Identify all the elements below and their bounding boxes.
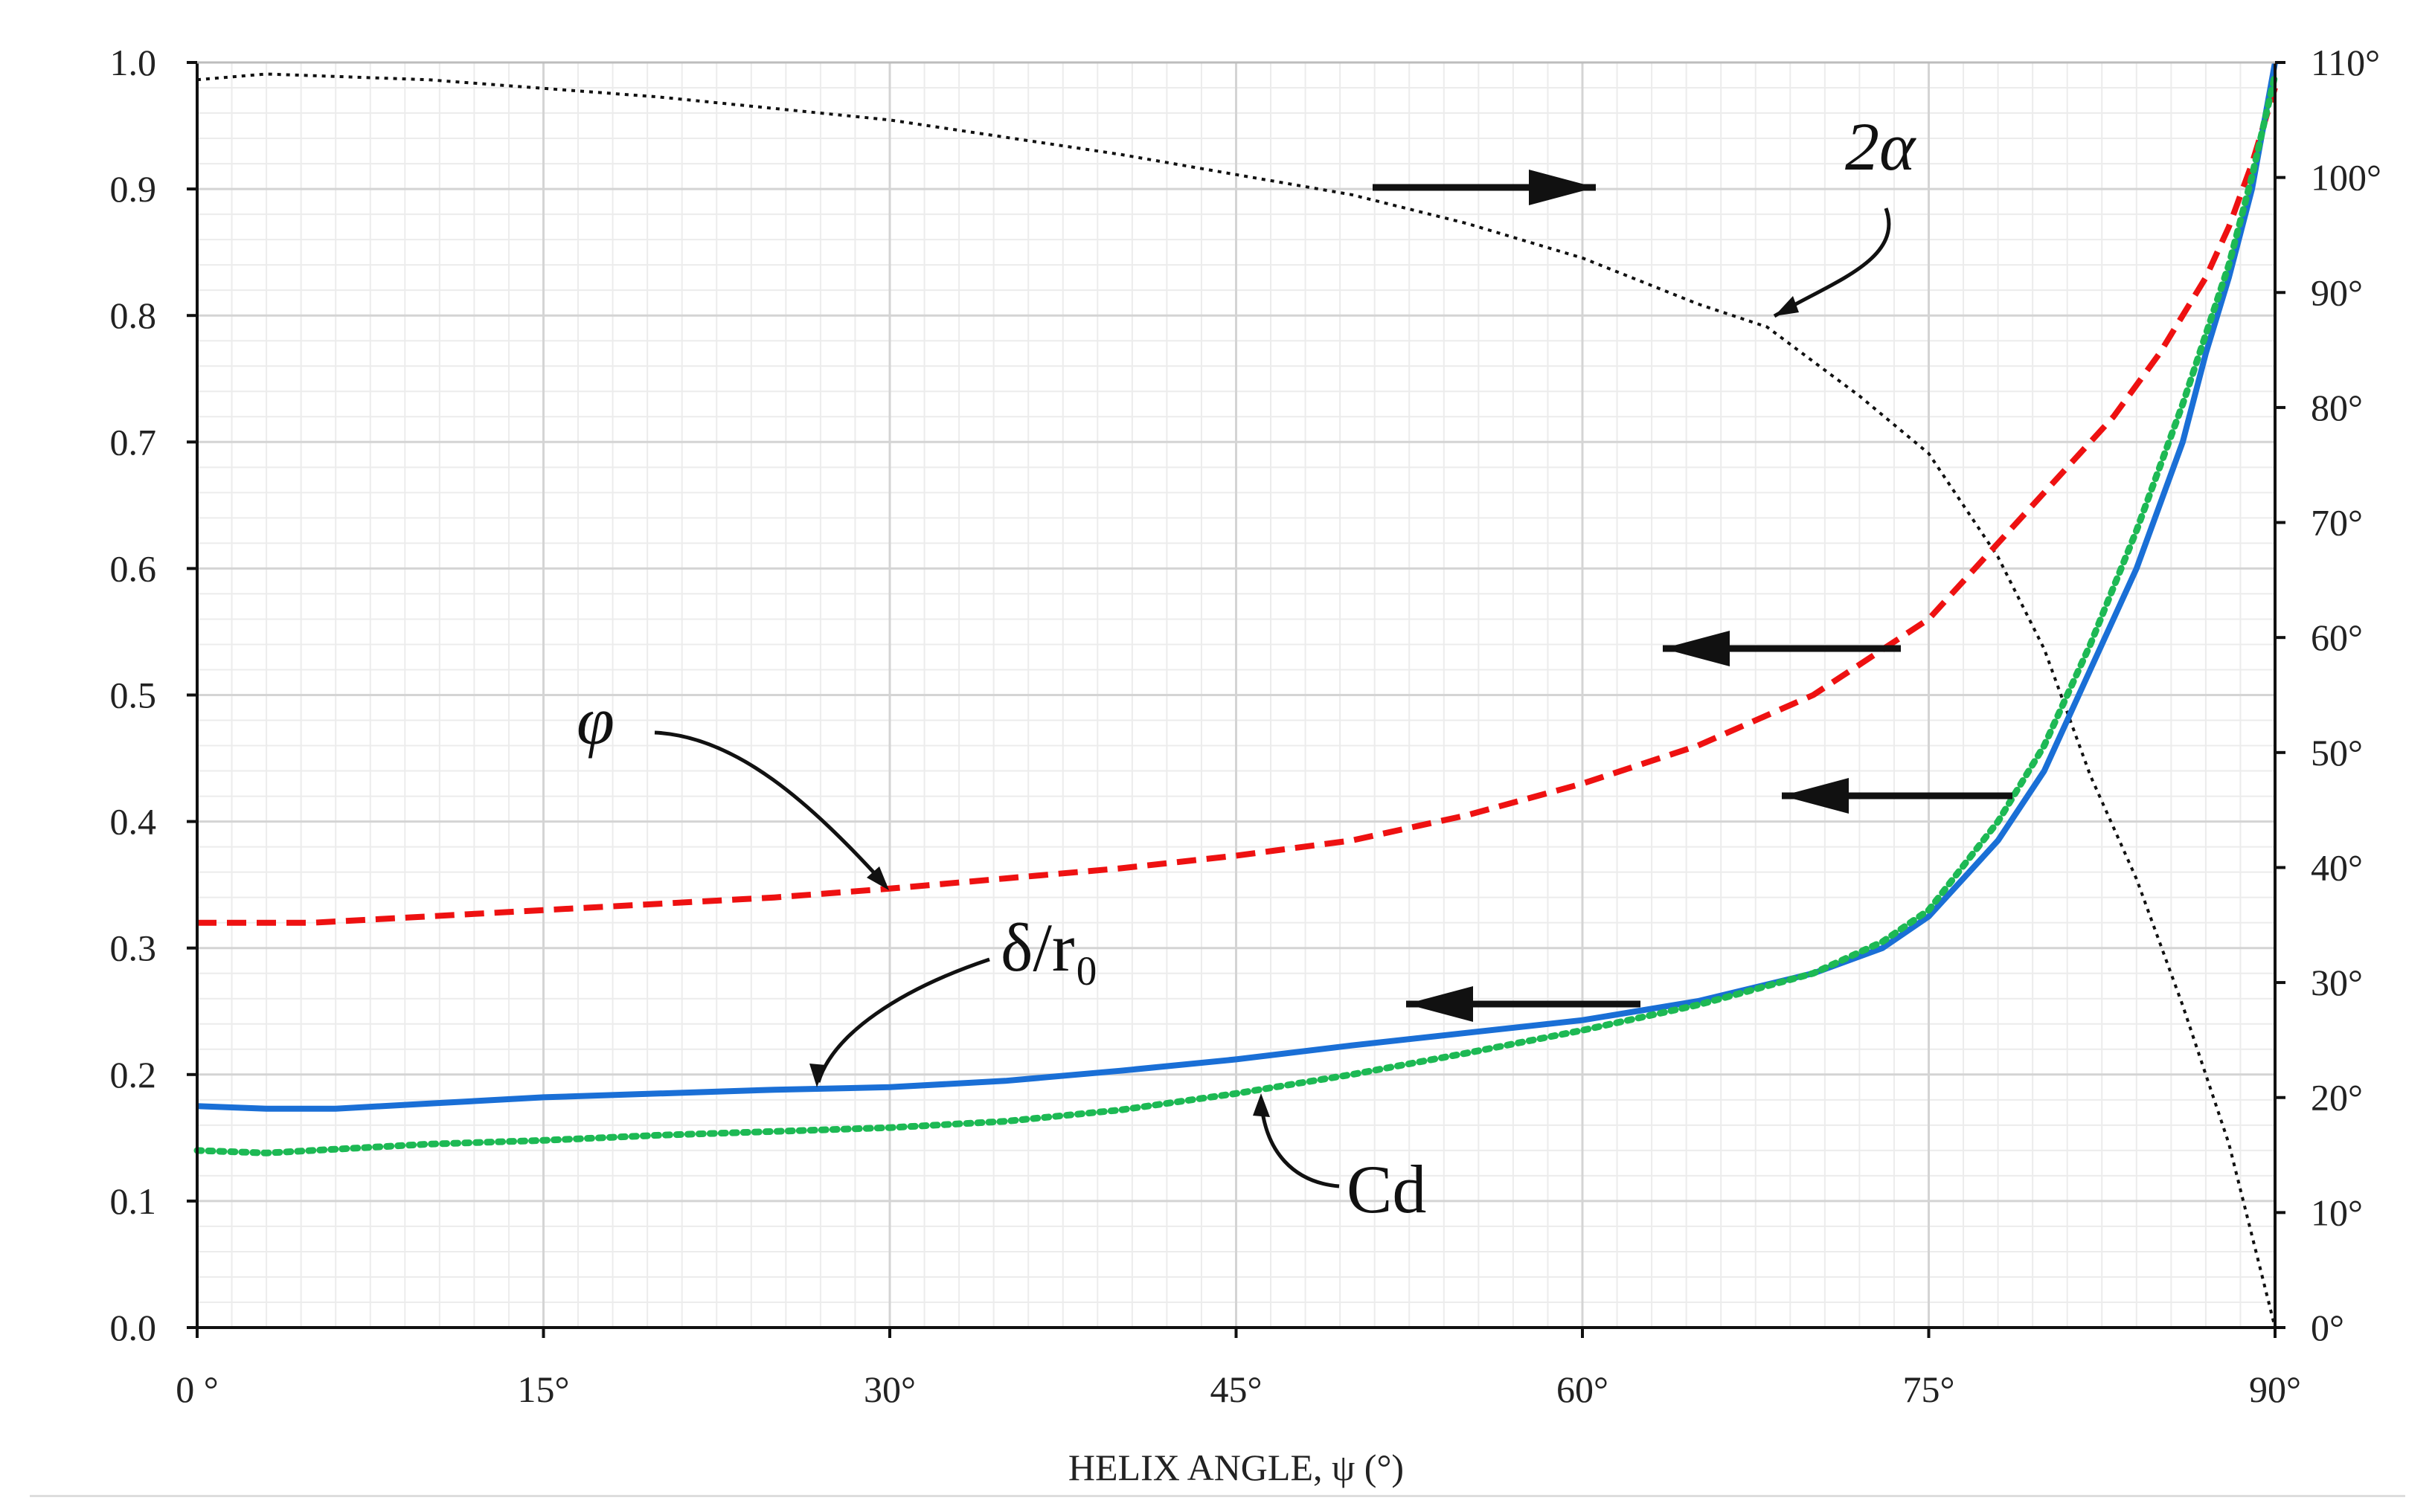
y2-tick-label: 80°	[2311, 387, 2363, 428]
x-tick-label: 15°	[518, 1368, 570, 1410]
bottom-divider	[30, 1495, 2405, 1497]
arrow-cd-left-axis-head	[1782, 778, 1849, 814]
y-tick-label: 0.7	[110, 421, 157, 463]
series-line-1	[197, 86, 2278, 926]
y2-tick-label: 70°	[2311, 502, 2363, 544]
x-tick-label: 0 °	[176, 1368, 219, 1410]
y2-tick-label: 100°	[2311, 157, 2381, 199]
annotation-phi-pointer-head	[867, 866, 889, 890]
annotation-cd-pointer-head	[1253, 1093, 1270, 1117]
direction-arrows	[1373, 170, 2012, 1022]
y-tick-label: 0.5	[110, 675, 157, 716]
y2-tick-label: 40°	[2311, 846, 2363, 888]
x-tick-label: 60°	[1556, 1368, 1608, 1410]
y2-tick-label: 30°	[2311, 962, 2363, 1003]
y-tick-label: 0.0	[110, 1307, 157, 1348]
x-tick-label: 75°	[1903, 1368, 1955, 1410]
arrow-2alpha-right-axis-head	[1529, 170, 1596, 205]
annotation-2alpha-pointer	[1773, 208, 1891, 318]
series-layer	[193, 62, 2279, 1328]
y-tick-label: 0.8	[110, 295, 157, 336]
series-line-0	[196, 72, 2277, 1328]
x-tick-label: 90°	[2249, 1368, 2301, 1410]
annotation-delta-label: δ/r₀	[1001, 910, 1099, 985]
y-tick-label: 0.3	[110, 927, 157, 969]
annotation-delta-pointer	[816, 957, 990, 1083]
annotation-phi-pointer	[654, 730, 887, 887]
y2-tick-label: 60°	[2311, 617, 2363, 658]
annotation-delta-pointer-head	[809, 1064, 826, 1087]
y2-tick-label: 10°	[2311, 1191, 2363, 1233]
y2-tick-label: 90°	[2311, 271, 2363, 313]
series-line-2	[196, 62, 2278, 1112]
y-tick-label: 0.9	[110, 168, 157, 210]
annotation-cd-pointer	[1259, 1098, 1340, 1188]
y-tick-label: 1.0	[110, 42, 157, 83]
arrow-delta-left-axis-head	[1406, 986, 1473, 1022]
y-tick-label: 0.1	[110, 1180, 157, 1222]
x-tick-label: 30°	[864, 1368, 916, 1410]
annotation-2alpha-pointer-head	[1774, 296, 1799, 316]
annotation-cd-label: Cd	[1347, 1151, 1426, 1227]
x-tick-label: 45°	[1210, 1368, 1263, 1410]
y2-tick-label: 20°	[2311, 1077, 2363, 1119]
x-axis-title: HELIX ANGLE, ψ (°)	[1068, 1447, 1404, 1488]
arrow-phi-left-axis-head	[1663, 631, 1730, 666]
y2-tick-label: 50°	[2311, 732, 2363, 773]
y-tick-label: 0.2	[110, 1054, 157, 1096]
grid	[197, 62, 2275, 1328]
annotation-phi-label: φ	[577, 683, 615, 759]
y-tick-label: 0.6	[110, 547, 157, 589]
annotation-2alpha-label: 2α	[1845, 109, 1916, 184]
y2-tick-label: 0°	[2311, 1307, 2344, 1348]
y-tick-label: 0.4	[110, 801, 157, 843]
series-line-3	[193, 71, 2279, 1156]
y2-tick-label: 110°	[2311, 42, 2380, 83]
axes: 0.0 0.1 0.2 0.3 0.4 0.5 0.6 0.7 0.8 0.9 1.0 0° 10° 20…	[110, 42, 2382, 1488]
